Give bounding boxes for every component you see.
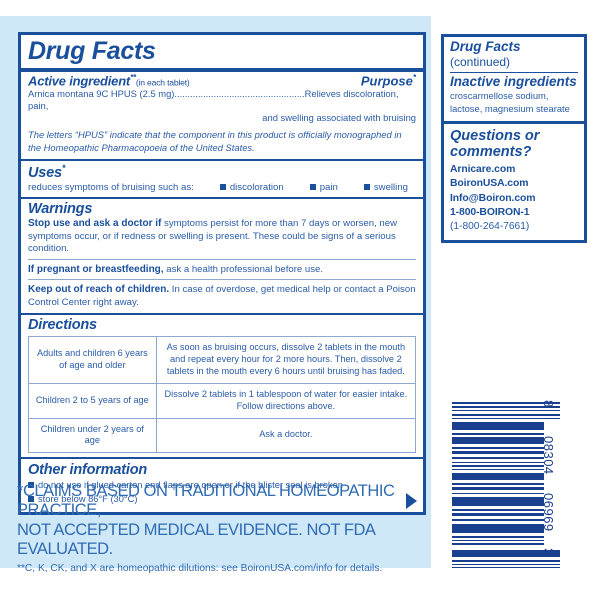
uses-item: pain [309, 181, 338, 193]
active-ingredient-line-2: and swelling associated with bruising [262, 112, 416, 124]
section-divider-directions [21, 313, 423, 316]
bullet-square-icon [28, 495, 34, 502]
drug-facts-continued-panel: Drug Facts (continued) Inactive ingredie… [441, 34, 587, 243]
active-ingredient-line: Arnica montana 9C HPUS (2.5 mg).........… [28, 87, 399, 112]
active-ingredient-header: Active ingredient**(in each tablet) Purp… [21, 72, 423, 88]
purpose-label-text: Purpose [360, 72, 413, 88]
other-information-item-label: store below 86°F (30°C) [38, 493, 138, 504]
warning-entry: If pregnant or breastfeeding, ask a heal… [21, 263, 423, 276]
table-row: Adults and children 6 years of age and o… [28, 335, 417, 384]
warning-divider [28, 279, 416, 281]
barcode-digit-leading: 3 [541, 548, 556, 556]
drug-facts-panel: Drug Facts Active ingredient**(in each t… [18, 32, 426, 516]
claims-line-2: NOT ACCEPTED MEDICAL EVIDENCE. NOT FDA E… [17, 520, 375, 558]
drug-facts-continued-suffix: (continued) [450, 54, 511, 69]
other-information-heading-wrap: Other information [21, 459, 423, 479]
directions-table: Adults and children 6 years of age and o… [28, 335, 417, 454]
warning-entry-rest: symptoms persist for more than 7 days or… [28, 218, 398, 255]
contact-website-boironusa[interactable]: BoironUSA.com [450, 178, 529, 190]
warning-entry: Stop use and ask a doctor if symptoms pe… [21, 217, 423, 255]
claims-line-3: **C, K, CK, and X are homeopathic diluti… [17, 563, 383, 575]
active-ingredient-label-text: Active ingredient [28, 72, 131, 88]
active-ingredient-paren: (in each tablet) [135, 76, 190, 87]
warning-entry-bold: Keep out of reach of children. [28, 284, 170, 296]
warning-entry-rest: ask a health professional before use. [163, 263, 324, 275]
uses-heading: Uses* [28, 163, 416, 182]
warnings-heading: Warnings [28, 200, 93, 217]
active-ingredient-footnote-marker: ** [130, 72, 136, 82]
claims-line-1: *CLAIMS BASED ON TRADITIONAL HOMEOPATHIC… [17, 482, 395, 520]
directions-heading: Directions [28, 317, 97, 334]
directions-who: Children 2 to 5 years of age [28, 382, 157, 419]
uses-item: discoloration [219, 181, 284, 193]
uses-item-label: discoloration [229, 181, 284, 193]
bullet-square-icon [363, 183, 370, 190]
contact-email[interactable]: Info@Boiron.com [450, 192, 536, 204]
contact-website-arnicare[interactable]: Arnicare.com [450, 163, 516, 175]
inactive-ingredients-section: Drug Facts (continued) Inactive ingredie… [444, 37, 584, 118]
barcode-bars [452, 402, 560, 568]
directions-who: Adults and children 6 years of age and o… [28, 335, 157, 384]
warning-entry-bold: If pregnant or breastfeeding, [28, 263, 164, 275]
title-divider [21, 67, 423, 72]
drug-facts-title: Drug Facts [28, 37, 156, 65]
other-information-item: do not use if glued carton end flaps are… [21, 479, 423, 492]
barcode-digit-group-2: 08304 [541, 436, 556, 475]
inactive-ingredients-text: croscarmellose sodium, lactose, magnesiu… [450, 90, 570, 114]
drug-facts-continued-title: Drug Facts (continued) [450, 39, 578, 70]
directions-who: Children under 2 years of age [28, 417, 157, 454]
uses-line: reduces symptoms of bruising such as: di… [21, 182, 423, 197]
other-information-heading: Other information [28, 462, 148, 479]
bullet-square-icon [219, 183, 226, 190]
warnings-section: Warnings [21, 199, 423, 218]
purpose-footnote-marker: * [412, 72, 416, 82]
uses-section: Uses* [21, 161, 423, 182]
directions-section: Directions [21, 315, 423, 336]
barcode: 3 06969 08304 8 [452, 398, 582, 573]
warning-divider [28, 258, 416, 260]
directions-what: As soon as bruising occurs, dissolve 2 t… [155, 335, 417, 384]
table-row: Children 2 to 5 years of age Dissolve 2 … [28, 382, 417, 419]
contact-phone-numeric: (1-800-264-7661) [450, 221, 530, 233]
bullet-square-icon [309, 183, 316, 190]
barcode-digit-trailing: 8 [541, 400, 556, 408]
questions-heading-line-1: Questions or [450, 128, 540, 145]
table-row: Children under 2 years of age Ask a doct… [28, 417, 417, 454]
uses-lead: reduces symptoms of bruising such as: [28, 181, 194, 193]
questions-section: Questions or comments? Arnicare.com Boir… [444, 124, 584, 239]
barcode-digit-group-1: 06969 [541, 493, 556, 532]
other-information-item-label: do not use if glued carton end flaps are… [38, 480, 343, 491]
hpus-note: The letters “HPUS” indicate that the com… [28, 129, 402, 153]
barcode-digits: 3 06969 08304 8 [541, 398, 578, 573]
section-divider-warnings [21, 196, 423, 199]
right-panel-divider [444, 121, 584, 125]
directions-what: Ask a doctor. [155, 417, 417, 454]
uses-item-label: pain [319, 181, 338, 193]
claims-footer: *CLAIMS BASED ON TRADITIONAL HOMEOPATHIC… [17, 482, 437, 575]
contact-phone-vanity[interactable]: 1-800-BOIRON-1 [450, 207, 530, 219]
section-divider-uses [21, 159, 423, 162]
warning-divider-wrap [21, 258, 423, 260]
inactive-ingredients-heading: Inactive ingredients [450, 74, 577, 90]
inactive-divider [450, 71, 578, 74]
bullet-square-icon [28, 482, 34, 489]
directions-what: Dissolve 2 tablets in 1 tablespoon of wa… [155, 382, 417, 419]
play-triangle-icon [406, 493, 417, 510]
section-divider-other-info [21, 457, 423, 460]
uses-item: swelling [363, 181, 408, 193]
uses-heading-text: Uses [28, 164, 62, 181]
uses-item-label: swelling [373, 181, 408, 193]
warning-entry: Keep out of reach of children. In case o… [21, 283, 423, 313]
uses-footnote-marker: * [61, 163, 66, 174]
warning-entry-bold: Stop use and ask a doctor if [28, 218, 162, 230]
active-ingredient-label: Active ingredient**(in each tablet) [28, 73, 190, 88]
questions-heading-line-2: comments? [450, 144, 532, 161]
other-information-section: Other information do not use if glued ca… [21, 459, 423, 512]
warning-entry-rest: In case of overdose, get medical help or… [28, 284, 416, 308]
drug-facts-continued-title-text: Drug Facts [450, 39, 521, 54]
purpose-label: Purpose* [361, 73, 416, 88]
other-information-item: store below 86°F (30°C) [21, 493, 423, 512]
warning-divider-wrap [21, 279, 423, 281]
uses-items: discoloration pain swelling [219, 181, 408, 193]
